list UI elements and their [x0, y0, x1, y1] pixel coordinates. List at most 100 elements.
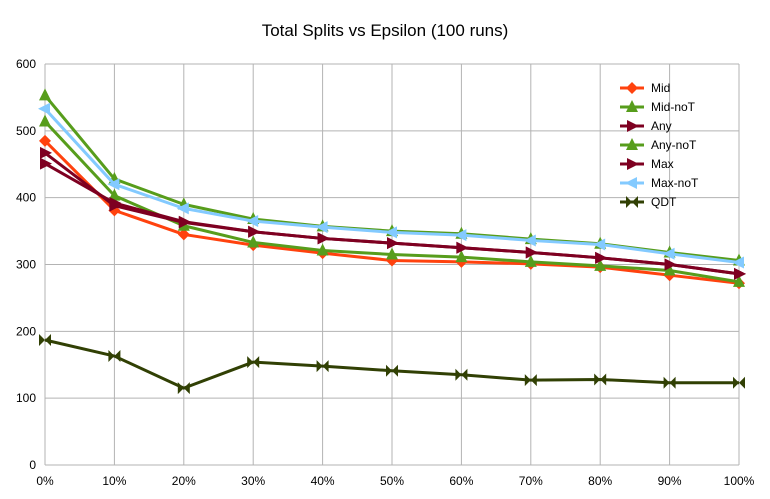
data-point — [39, 88, 51, 101]
data-point — [626, 196, 632, 208]
legend-label: Any — [651, 119, 672, 133]
x-tick-label: 70% — [519, 474, 543, 488]
data-point — [247, 356, 254, 369]
data-point — [625, 177, 637, 189]
data-point — [739, 376, 745, 389]
data-point — [593, 238, 606, 251]
legend-label: QDT — [651, 195, 677, 209]
legend-entry: Max-noT — [620, 176, 699, 190]
data-point — [108, 350, 115, 363]
data-point — [386, 364, 392, 377]
data-point — [317, 232, 330, 245]
data-point — [456, 241, 469, 254]
x-tick-label: 100% — [724, 474, 755, 488]
legend-entry: Any-noT — [620, 138, 697, 152]
legend-label: Any-noT — [651, 138, 697, 152]
series-max-not — [38, 102, 744, 269]
y-tick-label: 600 — [16, 57, 36, 71]
data-point — [455, 250, 468, 263]
data-point — [524, 374, 531, 387]
data-point — [454, 229, 467, 242]
x-axis-ticks: 0% 10% 20% 30% 40% 50% 60% 70% 80% 90% 100% — [36, 474, 754, 488]
chart-title: Total Splits vs Epsilon (100 runs) — [262, 21, 509, 40]
data-point — [663, 376, 670, 389]
data-point — [38, 102, 50, 115]
data-point — [632, 196, 638, 208]
data-point — [461, 368, 468, 381]
data-point — [109, 197, 122, 210]
legend-entry: Mid-noT — [620, 100, 696, 114]
data-point — [627, 158, 639, 170]
data-point — [387, 237, 399, 250]
legend-label: Max-noT — [651, 176, 699, 190]
x-tick-label: 50% — [380, 474, 404, 488]
data-point — [385, 226, 397, 239]
data-point — [322, 360, 329, 373]
data-point — [108, 188, 121, 201]
x-tick-label: 90% — [658, 474, 682, 488]
x-tick-label: 80% — [588, 474, 612, 488]
x-tick-label: 40% — [311, 474, 335, 488]
x-tick-label: 60% — [449, 474, 473, 488]
data-point — [392, 364, 398, 377]
x-tick-label: 0% — [36, 474, 54, 488]
x-tick-label: 20% — [172, 474, 196, 488]
data-point — [734, 267, 746, 280]
y-tick-label: 300 — [16, 258, 36, 272]
data-point — [316, 360, 323, 373]
series-max — [40, 157, 746, 280]
data-point — [39, 134, 51, 147]
data-point — [455, 368, 462, 381]
x-tick-label: 30% — [241, 474, 265, 488]
series-lines — [38, 88, 746, 395]
data-point — [177, 228, 190, 241]
legend-entry: Max — [620, 157, 674, 171]
data-point — [107, 178, 120, 191]
data-point — [248, 225, 261, 238]
data-point — [524, 254, 537, 267]
data-point — [626, 138, 638, 150]
data-point — [669, 376, 676, 389]
data-point — [733, 376, 739, 389]
data-point — [662, 247, 675, 260]
data-point — [178, 215, 191, 228]
x-tick-label: 10% — [102, 474, 126, 488]
data-point — [594, 258, 607, 271]
legend-entry: Mid — [620, 81, 670, 95]
y-tick-label: 400 — [16, 191, 36, 205]
legend-entry: QDT — [620, 195, 677, 209]
data-point — [40, 157, 52, 170]
data-point — [663, 263, 676, 276]
data-point — [525, 246, 538, 259]
data-point — [315, 221, 328, 234]
data-point — [40, 146, 52, 159]
data-point — [732, 256, 744, 269]
data-point — [386, 247, 398, 260]
legend: Mid Mid-noT Any Any-noT Max Max-noT QDT — [620, 81, 699, 209]
data-point — [523, 234, 536, 247]
data-point — [733, 274, 745, 287]
y-tick-label: 100 — [16, 391, 36, 405]
data-point — [246, 215, 259, 228]
data-point — [253, 356, 260, 369]
data-point — [39, 334, 45, 347]
data-point — [316, 243, 329, 256]
data-point — [177, 382, 184, 395]
data-point — [176, 202, 189, 215]
y-tick-label: 500 — [16, 124, 36, 138]
data-point — [664, 258, 677, 271]
data-point — [627, 120, 639, 132]
y-axis-ticks: 0 100 200 300 400 500 600 — [16, 57, 36, 472]
data-point — [114, 350, 121, 363]
legend-label: Mid — [651, 81, 670, 95]
data-point — [594, 373, 601, 386]
data-point — [600, 373, 607, 386]
data-point — [386, 254, 398, 267]
data-point — [247, 235, 260, 248]
y-tick-label: 0 — [29, 458, 36, 472]
data-point — [183, 382, 190, 395]
data-point — [530, 374, 537, 387]
series-qdt — [39, 334, 745, 395]
data-point — [626, 82, 638, 94]
